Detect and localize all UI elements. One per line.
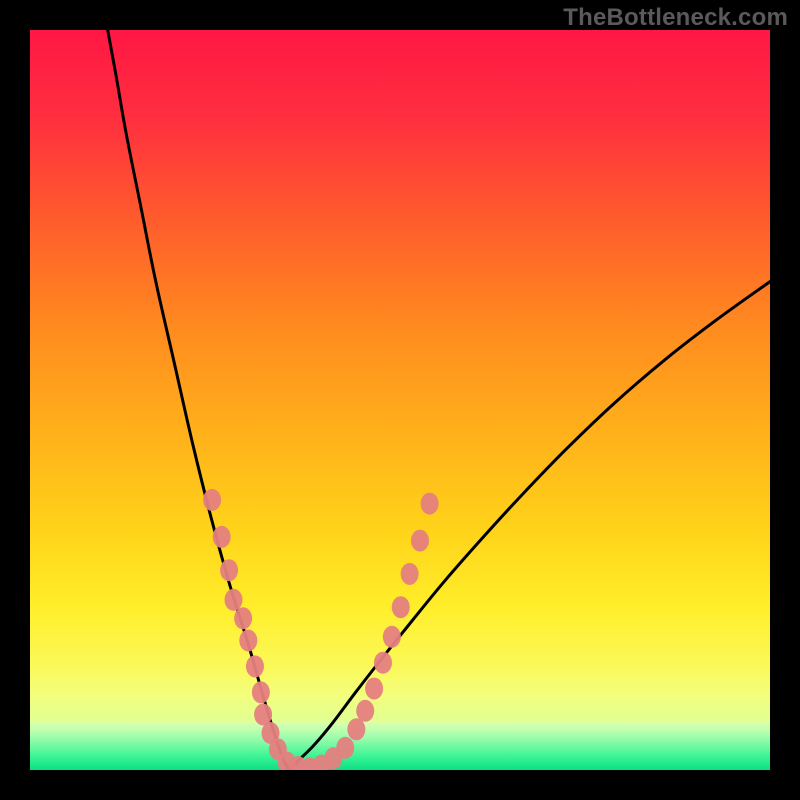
stage: TheBottleneck.com: [0, 0, 800, 800]
plot-area: [30, 30, 770, 770]
watermark-text: TheBottleneck.com: [563, 4, 788, 32]
data-dots: [30, 30, 770, 770]
plot-shell: [30, 30, 770, 770]
